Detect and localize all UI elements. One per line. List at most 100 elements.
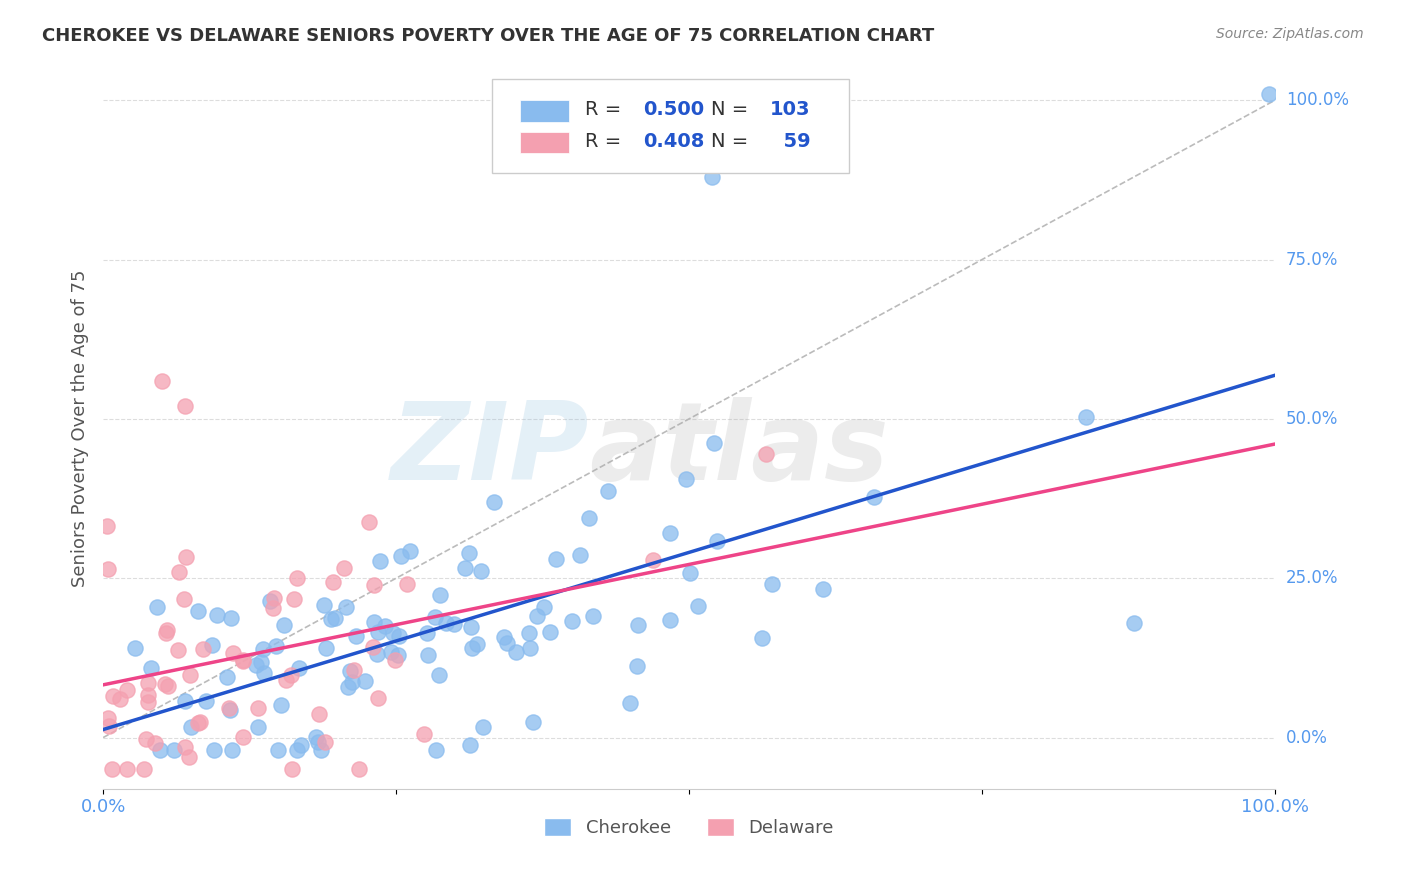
Point xyxy=(155,677,177,691)
Point xyxy=(384,653,406,667)
Point xyxy=(427,667,450,681)
Point xyxy=(1257,87,1279,101)
Point xyxy=(423,610,446,624)
Point xyxy=(215,670,238,684)
Point xyxy=(163,743,186,757)
Text: N =: N = xyxy=(711,100,755,119)
Point xyxy=(218,701,240,715)
Point xyxy=(453,561,475,575)
Point xyxy=(202,743,225,757)
Point xyxy=(340,674,363,689)
Point xyxy=(367,624,389,639)
Point xyxy=(315,640,337,655)
Point xyxy=(132,763,155,777)
Point xyxy=(538,625,561,640)
Point xyxy=(166,642,188,657)
Point xyxy=(97,562,120,576)
Point xyxy=(626,617,648,632)
Point xyxy=(245,658,267,673)
Point xyxy=(246,719,269,733)
Point xyxy=(156,623,179,637)
Point xyxy=(619,696,641,710)
Point xyxy=(389,549,412,564)
FancyBboxPatch shape xyxy=(492,79,849,173)
Point xyxy=(201,638,224,652)
Point xyxy=(149,743,172,757)
Point xyxy=(187,716,209,731)
Point xyxy=(222,646,245,660)
FancyBboxPatch shape xyxy=(520,132,569,153)
Point xyxy=(363,615,385,629)
Point xyxy=(412,727,434,741)
Point xyxy=(458,738,481,752)
Point xyxy=(174,399,197,413)
Point xyxy=(675,472,697,486)
Point xyxy=(702,169,724,184)
Point xyxy=(862,490,884,504)
Text: 100.0%: 100.0% xyxy=(1286,91,1348,110)
Point xyxy=(443,616,465,631)
Point xyxy=(495,636,517,650)
Point xyxy=(471,720,494,734)
Point xyxy=(813,582,835,596)
Point xyxy=(347,763,370,777)
Point xyxy=(323,611,346,625)
Point xyxy=(309,743,332,757)
Point xyxy=(354,673,377,688)
Point xyxy=(135,731,157,746)
Point xyxy=(273,617,295,632)
Point xyxy=(322,574,344,589)
Text: 0.408: 0.408 xyxy=(643,132,704,151)
Point xyxy=(679,566,702,580)
Text: 0.500: 0.500 xyxy=(643,100,704,119)
Point xyxy=(136,675,159,690)
Point xyxy=(1076,410,1098,425)
Point xyxy=(173,739,195,754)
Text: CHEROKEE VS DELAWARE SENIORS POVERTY OVER THE AGE OF 75 CORRELATION CHART: CHEROKEE VS DELAWARE SENIORS POVERTY OVE… xyxy=(42,27,935,45)
Point xyxy=(308,706,330,721)
Point xyxy=(434,616,457,631)
Point xyxy=(305,730,328,744)
Point xyxy=(108,692,131,706)
Point xyxy=(177,750,200,764)
Point xyxy=(659,526,682,541)
Point xyxy=(366,647,388,661)
Text: N =: N = xyxy=(711,132,755,151)
Point xyxy=(1122,615,1144,630)
Point xyxy=(526,609,548,624)
Text: 50.0%: 50.0% xyxy=(1286,410,1339,428)
Point xyxy=(101,763,124,777)
Point xyxy=(173,592,195,607)
Point xyxy=(465,637,488,651)
Point xyxy=(374,619,396,633)
Point xyxy=(219,703,242,717)
Point xyxy=(461,641,484,656)
Point xyxy=(264,639,287,653)
Point xyxy=(221,743,243,757)
Point xyxy=(246,701,269,715)
Point xyxy=(522,715,544,730)
Point xyxy=(658,613,681,627)
Point xyxy=(288,661,311,675)
Point xyxy=(382,626,405,640)
Point xyxy=(97,711,120,725)
Text: R =: R = xyxy=(585,132,627,151)
Point xyxy=(195,694,218,708)
Point xyxy=(319,612,342,626)
Point xyxy=(357,516,380,530)
Point xyxy=(141,661,163,675)
Point xyxy=(470,564,492,578)
Point xyxy=(761,576,783,591)
Point xyxy=(167,565,190,579)
Text: Source: ZipAtlas.com: Source: ZipAtlas.com xyxy=(1216,27,1364,41)
Text: 0.0%: 0.0% xyxy=(1286,729,1327,747)
Point xyxy=(180,720,202,734)
Point xyxy=(188,714,211,729)
Point xyxy=(336,680,359,694)
Point xyxy=(231,730,253,744)
Point xyxy=(267,743,290,757)
Point xyxy=(578,510,600,524)
Point xyxy=(250,655,273,669)
Point xyxy=(146,600,169,615)
Point xyxy=(482,494,505,508)
